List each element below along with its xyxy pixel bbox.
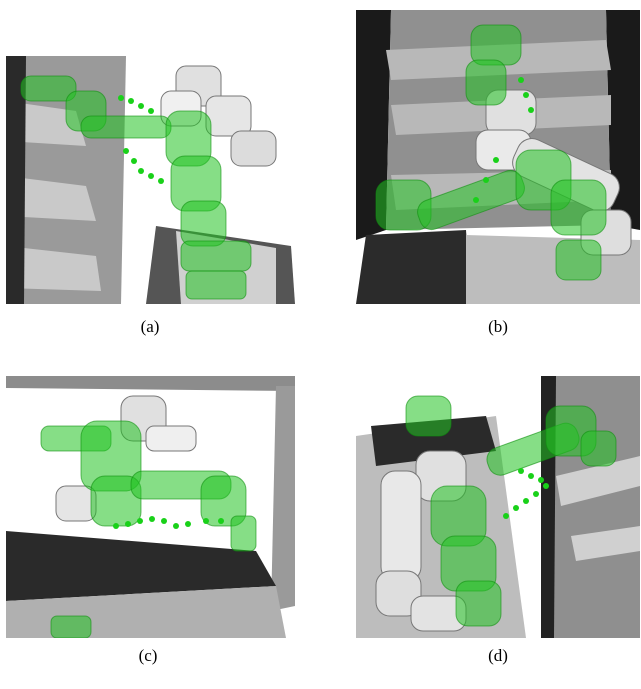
green-robot-arm (40, 420, 257, 638)
panel-c (6, 376, 295, 638)
panel-d-render (356, 376, 640, 638)
panel-a (6, 56, 295, 304)
caption-b: (b) (488, 317, 508, 336)
green-robot-arm (20, 75, 252, 300)
panel-a-render (6, 56, 295, 304)
caption-c: (c) (138, 646, 158, 665)
panel-b-render (356, 10, 640, 304)
panel-c-render (6, 376, 295, 638)
caption-d: (d) (488, 646, 508, 665)
trajectory-dots (473, 77, 534, 203)
trajectory-dots (503, 468, 549, 519)
green-robot-arm (405, 395, 617, 627)
green-robot-arm (375, 24, 607, 281)
trajectory-dots (118, 95, 164, 184)
trajectory-dots (113, 516, 224, 529)
white-robot-arm (375, 450, 467, 632)
panel-b (356, 10, 640, 304)
panel-d (356, 376, 640, 638)
caption-a: (a) (140, 317, 160, 336)
